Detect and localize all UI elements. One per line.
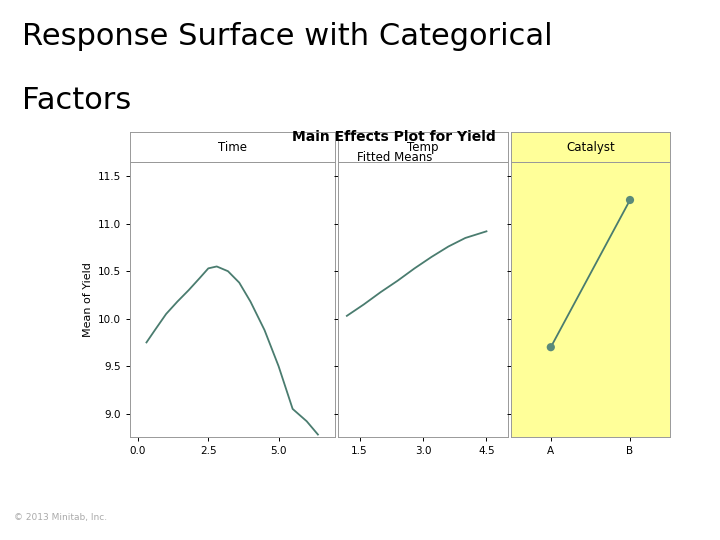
Point [624, 195, 636, 204]
Text: ®: ® [655, 507, 665, 517]
Text: Minitab: Minitab [594, 507, 666, 525]
Bar [546, 522, 554, 537]
Bar [557, 512, 564, 537]
Text: Time: Time [217, 140, 247, 154]
Text: Response Surface with Categorical: Response Surface with Categorical [22, 22, 552, 51]
Point [545, 343, 557, 352]
Text: Main Effects Plot for Yield: Main Effects Plot for Yield [292, 130, 496, 144]
Text: © 2013 Minitab, Inc.: © 2013 Minitab, Inc. [14, 512, 107, 522]
Text: Factors: Factors [22, 86, 131, 116]
Y-axis label: Mean of Yield: Mean of Yield [83, 262, 93, 337]
Text: Fitted Means: Fitted Means [356, 151, 432, 164]
Text: Catalyst: Catalyst [566, 140, 615, 154]
Text: 17: 17 [666, 507, 690, 525]
Bar [567, 500, 575, 537]
Text: Temp: Temp [408, 140, 438, 154]
